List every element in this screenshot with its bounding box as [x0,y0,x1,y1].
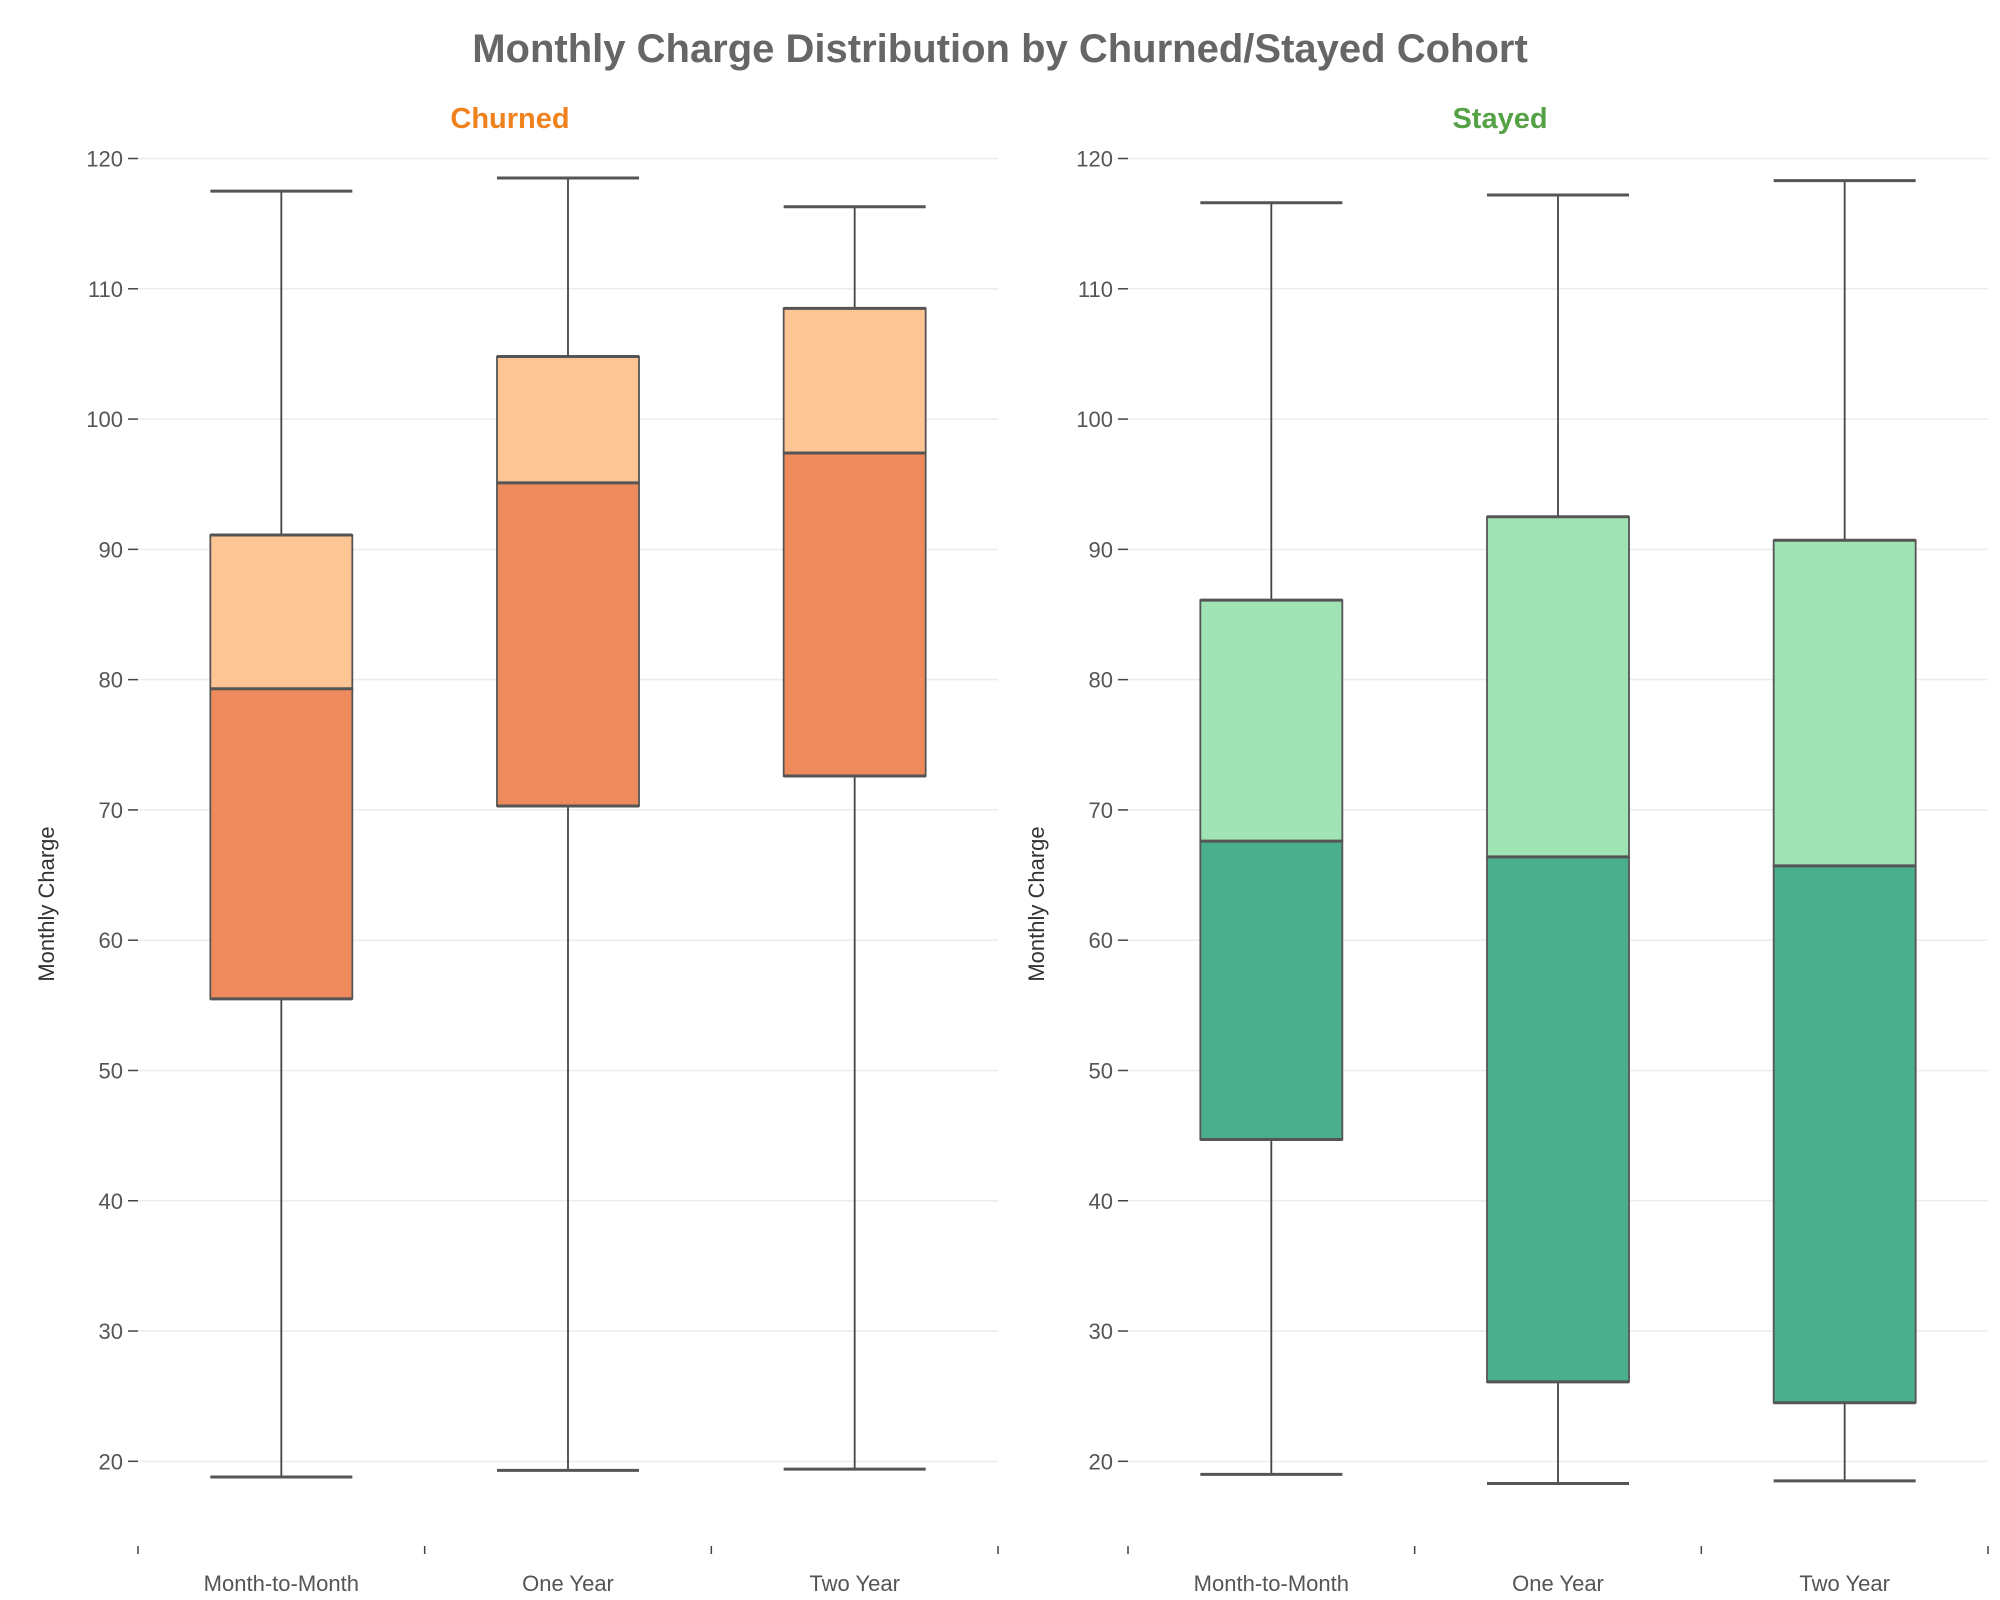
box-stayed-two-year [1772,179,1917,1483]
box-stayed-one-year [1486,193,1630,1485]
chart-title: Monthly Charge Distribution by Churned/S… [472,27,1528,71]
box-lower-churned-two-year [782,452,927,777]
panel-churned: Churned 20 30 40 50 60 70 80 90 100 110 120 Monthly … [34,103,999,1596]
box-lower-stayed-two-year [1772,865,1917,1404]
y-tick-label-churned-60: 60 [99,928,123,953]
y-tick-label-churned-110: 110 [88,277,123,302]
y-tick-label-stayed-80: 80 [1089,668,1113,693]
y-tick-label-stayed-70: 70 [1089,798,1113,823]
y-tick-label-churned-50: 50 [99,1058,123,1083]
y-tick-label-churned-120: 120 [86,147,123,172]
box-lower-stayed-month-to-month [1199,840,1344,1141]
box-upper-stayed-month-to-month [1199,599,1344,843]
y-tick-label-stayed-20: 20 [1089,1449,1113,1474]
y-axis-label-churned: Monthly Charge [34,826,59,981]
y-tick-label-stayed-110: 110 [1078,277,1113,302]
box-stayed-month-to-month [1199,201,1344,1476]
box-upper-stayed-two-year [1772,539,1917,867]
x-tick-label-stayed-one-year: One Year [1512,1571,1604,1596]
x-tick-label-churned-one-year: One Year [522,1571,614,1596]
x-tick-label-churned-month-to-month: Month-to-Month [204,1571,359,1596]
box-churned-one-year [496,176,640,1472]
panel-title-stayed: Stayed [1452,103,1547,135]
y-tick-label-stayed-30: 30 [1089,1319,1113,1344]
box-lower-churned-one-year [496,482,640,807]
y-tick-label-churned-20: 20 [99,1449,123,1474]
y-tick-label-churned-70: 70 [99,798,123,823]
y-tick-label-churned-100: 100 [86,407,123,432]
box-upper-churned-month-to-month [209,534,354,690]
y-tick-label-stayed-100: 100 [1076,407,1113,432]
y-tick-label-churned-30: 30 [99,1319,123,1344]
y-tick-label-churned-90: 90 [99,537,123,562]
y-axis-label-stayed: Monthly Charge [1024,826,1049,981]
y-tick-label-churned-80: 80 [99,668,123,693]
panel-title-churned: Churned [450,103,569,135]
y-tick-label-churned-40: 40 [99,1189,123,1214]
box-upper-churned-one-year [496,355,640,484]
panel-stayed: Stayed 20 30 40 50 60 70 80 90 100 110 120 Monthly C… [1024,103,1989,1596]
y-tick-label-stayed-90: 90 [1089,537,1113,562]
box-churned-month-to-month [209,189,354,1479]
box-lower-stayed-one-year [1486,855,1630,1383]
box-upper-stayed-one-year [1486,515,1630,858]
x-tick-label-stayed-two-year: Two Year [1799,1571,1890,1596]
y-tick-label-stayed-50: 50 [1089,1058,1113,1083]
box-lower-churned-month-to-month [209,687,354,1000]
y-tick-label-stayed-120: 120 [1076,147,1113,172]
x-tick-label-stayed-month-to-month: Month-to-Month [1194,1571,1349,1596]
y-tick-label-stayed-40: 40 [1089,1189,1113,1214]
y-tick-label-stayed-60: 60 [1089,928,1113,953]
box-upper-churned-two-year [782,307,927,454]
box-churned-two-year [782,205,927,1471]
x-tick-label-churned-two-year: Two Year [809,1571,900,1596]
